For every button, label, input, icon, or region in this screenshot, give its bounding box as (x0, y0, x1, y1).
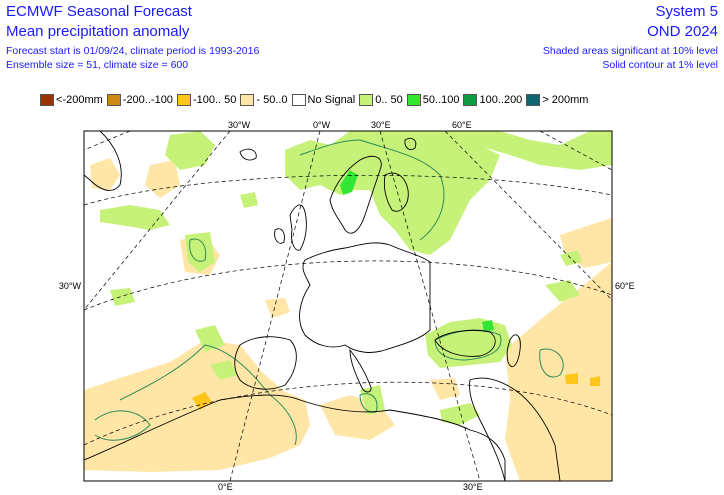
legend-swatch (406, 94, 421, 106)
subtitle: Mean precipitation anomaly (6, 23, 190, 40)
legend-item: <-200mm (40, 94, 103, 106)
legend-swatch (176, 94, 191, 106)
lon-label-bottom: 30°E (463, 482, 483, 492)
legend-item: 0.. 50 (359, 94, 403, 106)
legend-label: -200..-100 (122, 94, 173, 106)
legend-label: - 50..0 (256, 94, 288, 106)
legend-item: -100.. 50 (176, 94, 237, 106)
legend-item: No Signal (291, 94, 356, 106)
legend-swatch (240, 94, 255, 106)
lon-label-top: 0°W (313, 120, 331, 130)
legend-label: 100..200 (479, 94, 523, 106)
forecast-info: Forecast start is 01/09/24, climate peri… (6, 45, 260, 57)
legend: <-200mm -200..-100 -100.. 50 - 50..0 No … (40, 92, 592, 108)
contour-note: Solid contour at 1% level (602, 59, 718, 71)
legend-label: > 200mm (542, 94, 589, 106)
legend-label: -100.. 50 (192, 94, 237, 106)
lon-label-top: 30°W (228, 120, 251, 130)
season-label: OND 2024 (647, 23, 718, 40)
legend-swatch (106, 94, 121, 106)
legend-swatch (463, 94, 478, 106)
lat-label-left: 30°W (59, 281, 82, 291)
significance-note: Shaded areas significant at 10% level (542, 45, 718, 57)
legend-swatch (40, 94, 54, 106)
lat-label-right: 60°E (615, 281, 635, 291)
system-label: System 5 (655, 3, 718, 20)
legend-label: <-200mm (56, 94, 103, 106)
map-frame (83, 130, 613, 482)
lon-label-top: 30°E (371, 120, 391, 130)
lon-label-top: 60°E (452, 120, 472, 130)
title: ECMWF Seasonal Forecast (6, 3, 192, 20)
legend-label: No Signal (307, 94, 356, 106)
lon-label-bottom: 0°E (218, 482, 233, 492)
graticule (84, 131, 612, 481)
legend-item: > 200mm (526, 94, 588, 106)
legend-item: -200..-100 (106, 94, 173, 106)
ensemble-info: Ensemble size = 51, climate size = 600 (6, 59, 189, 71)
legend-label: 0.. 50 (375, 94, 403, 106)
legend-swatch (359, 94, 374, 106)
legend-item: 100..200 (463, 94, 522, 106)
legend-item: - 50..0 (240, 94, 288, 106)
legend-item: 50..100 (406, 94, 460, 106)
legend-swatch (526, 94, 541, 106)
legend-swatch (291, 94, 306, 106)
coastlines (84, 131, 561, 481)
anomaly-shading (84, 131, 612, 481)
legend-label: 50..100 (422, 94, 460, 106)
